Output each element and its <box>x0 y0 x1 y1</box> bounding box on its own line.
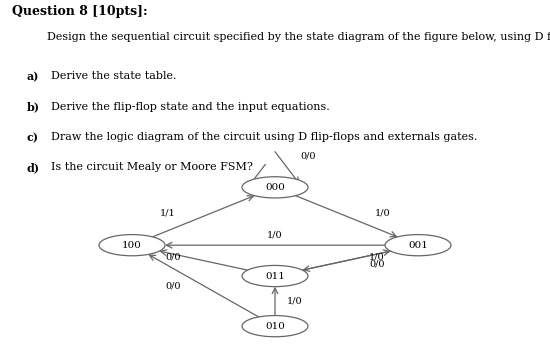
Text: 011: 011 <box>265 272 285 281</box>
Ellipse shape <box>99 235 165 256</box>
Text: c): c) <box>26 132 39 143</box>
Text: Design the sequential circuit specified by the state diagram of the figure below: Design the sequential circuit specified … <box>47 32 550 42</box>
Ellipse shape <box>385 235 451 256</box>
Text: 001: 001 <box>408 241 428 250</box>
Text: Derive the state table.: Derive the state table. <box>51 71 176 81</box>
Text: 1/0: 1/0 <box>287 297 302 306</box>
Text: Derive the flip-flop state and the input equations.: Derive the flip-flop state and the input… <box>51 102 329 112</box>
Text: Question 8 [10pts]:: Question 8 [10pts]: <box>12 5 148 18</box>
Text: 010: 010 <box>265 322 285 331</box>
Text: 0/0: 0/0 <box>300 151 316 160</box>
Text: Is the circuit Mealy or Moore FSM?: Is the circuit Mealy or Moore FSM? <box>51 162 252 172</box>
Text: Draw the logic diagram of the circuit using D flip-flops and externals gates.: Draw the logic diagram of the circuit us… <box>51 132 477 142</box>
Text: d): d) <box>26 162 40 174</box>
Text: 100: 100 <box>122 241 142 250</box>
Ellipse shape <box>242 266 308 287</box>
Text: 0/0: 0/0 <box>369 260 384 269</box>
Text: 0/0: 0/0 <box>166 252 181 261</box>
Text: a): a) <box>26 71 39 82</box>
Text: 000: 000 <box>265 183 285 192</box>
Ellipse shape <box>242 177 308 198</box>
Text: 1/1: 1/1 <box>160 209 175 218</box>
Text: 0/0: 0/0 <box>166 281 181 290</box>
Ellipse shape <box>242 316 308 337</box>
Text: 1/0: 1/0 <box>375 209 390 218</box>
Text: b): b) <box>26 102 40 113</box>
Text: 1/0: 1/0 <box>369 252 384 261</box>
Text: 1/0: 1/0 <box>267 230 283 239</box>
